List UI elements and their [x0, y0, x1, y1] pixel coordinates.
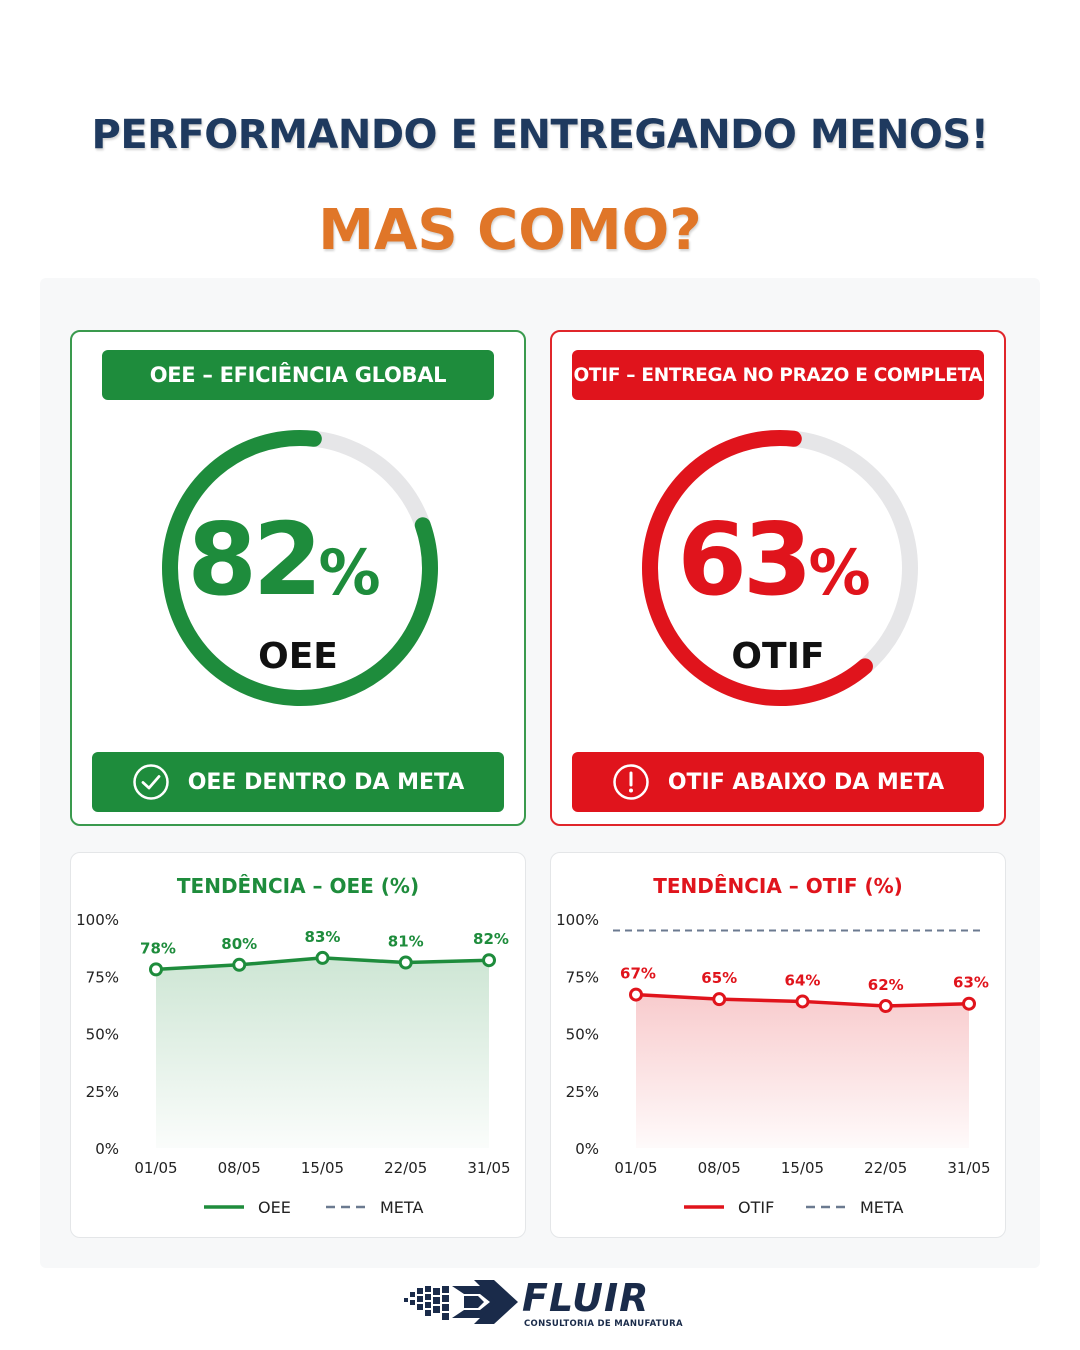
data-label: 67% [620, 965, 656, 983]
oee-status-text: OEE DENTRO DA META [187, 769, 465, 795]
y-tick-label: 0% [575, 1140, 599, 1158]
x-tick-label: 01/05 [134, 1159, 177, 1177]
y-tick-label: 100% [556, 911, 599, 929]
x-tick-label: 15/05 [781, 1159, 824, 1177]
data-point [482, 953, 496, 968]
x-tick-label: 01/05 [614, 1159, 657, 1177]
data-point [315, 950, 330, 965]
otif-value: 63% [548, 510, 1000, 610]
otif-card: OTIF – ENTREGA NO PRAZO E COMPLETA 63% O… [550, 330, 1006, 826]
data-point [232, 957, 247, 972]
x-tick-label: 15/05 [301, 1159, 344, 1177]
otif-card-title: OTIF – ENTREGA NO PRAZO E COMPLETA [572, 350, 984, 400]
oee-gauge-label: OEE [258, 636, 338, 677]
data-label: 62% [868, 976, 904, 994]
x-tick-label: 22/05 [864, 1159, 907, 1177]
otif-gauge [642, 430, 918, 706]
data-point [962, 996, 976, 1011]
x-tick-label: 31/05 [467, 1159, 510, 1177]
oee-value: 82% [58, 510, 510, 610]
otif-trend-chart: TENDÊNCIA – OTIF (%) 100% 75% 50% 25% 0% 67% 65… [556, 874, 991, 1217]
data-label: 78% [140, 939, 176, 957]
brand-tagline: CONSULTORIA DE MANUFATURA [524, 1319, 683, 1329]
otif-value-percent: % [808, 536, 871, 609]
legend-label: META [860, 1198, 903, 1217]
legend-label: META [380, 1198, 423, 1217]
y-tick-label: 75% [86, 968, 119, 986]
y-tick-label: 50% [566, 1026, 599, 1044]
exclamation-circle-icon [613, 764, 649, 800]
oee-trend-card: TENDÊNCIA – OEE (%) 100% 75% 50% 25% 0% 78% 80%… [70, 852, 526, 1238]
data-label: 83% [305, 928, 341, 946]
series-area [156, 957, 489, 1148]
oee-card: OEE – EFICIÊNCIA GLOBAL 82% OEE OEE DENT… [70, 330, 526, 826]
check-circle-icon [132, 764, 169, 800]
x-tick-label: 31/05 [947, 1159, 990, 1177]
data-point [149, 962, 163, 977]
x-tick-label: 08/05 [218, 1159, 261, 1177]
x-tick-label: 22/05 [384, 1159, 427, 1177]
data-label: 64% [785, 971, 821, 989]
data-label: 65% [701, 969, 737, 987]
y-tick-label: 50% [86, 1026, 119, 1044]
x-tick-label: 08/05 [698, 1159, 741, 1177]
y-tick-label: 25% [86, 1083, 119, 1101]
data-label: 80% [221, 935, 257, 953]
oee-gauge [162, 430, 438, 706]
otif-status-text: OTIF ABAIXO DA META [667, 769, 945, 795]
brand-logo: FLUIR CONSULTORIA DE MANUFATURA [400, 1276, 690, 1336]
otif-trend-card: TENDÊNCIA – OTIF (%) 100% 75% 50% 25% 0% 67% 65… [550, 852, 1006, 1238]
chart-title: TENDÊNCIA – OEE (%) [177, 874, 419, 898]
data-point [878, 999, 893, 1014]
legend-label: OEE [258, 1198, 291, 1217]
headline-main: PERFORMANDO E ENTREGANDO MENOS! [91, 112, 989, 158]
otif-gauge-fill [642, 430, 918, 706]
otif-value-number: 63 [677, 501, 812, 618]
data-label: 82% [473, 930, 509, 948]
oee-value-number: 82 [187, 501, 322, 618]
oee-trend-chart: TENDÊNCIA – OEE (%) 100% 75% 50% 25% 0% 78% 80%… [76, 874, 511, 1217]
data-point [629, 987, 643, 1002]
series-area [636, 994, 969, 1148]
oee-status-bar: OEE DENTRO DA META [92, 752, 504, 812]
y-tick-label: 100% [76, 911, 119, 929]
chart-title: TENDÊNCIA – OTIF (%) [653, 874, 903, 898]
data-label: 81% [388, 933, 424, 951]
arrow-logo-icon [404, 1280, 518, 1324]
otif-gauge-label: OTIF [731, 636, 825, 677]
data-label: 63% [953, 974, 989, 992]
y-tick-label: 25% [566, 1083, 599, 1101]
legend-label: OTIF [738, 1198, 774, 1217]
brand-name: FLUIR [522, 1276, 650, 1320]
y-tick-label: 75% [566, 968, 599, 986]
data-point [795, 994, 810, 1009]
oee-card-title: OEE – EFICIÊNCIA GLOBAL [102, 350, 494, 400]
headline-question: MAS COMO? [318, 198, 702, 263]
otif-status-bar: OTIF ABAIXO DA META [572, 752, 984, 812]
data-point [712, 992, 727, 1007]
data-point [398, 955, 413, 970]
oee-value-percent: % [318, 536, 381, 609]
oee-gauge-fill [162, 430, 438, 706]
y-tick-label: 0% [95, 1140, 119, 1158]
